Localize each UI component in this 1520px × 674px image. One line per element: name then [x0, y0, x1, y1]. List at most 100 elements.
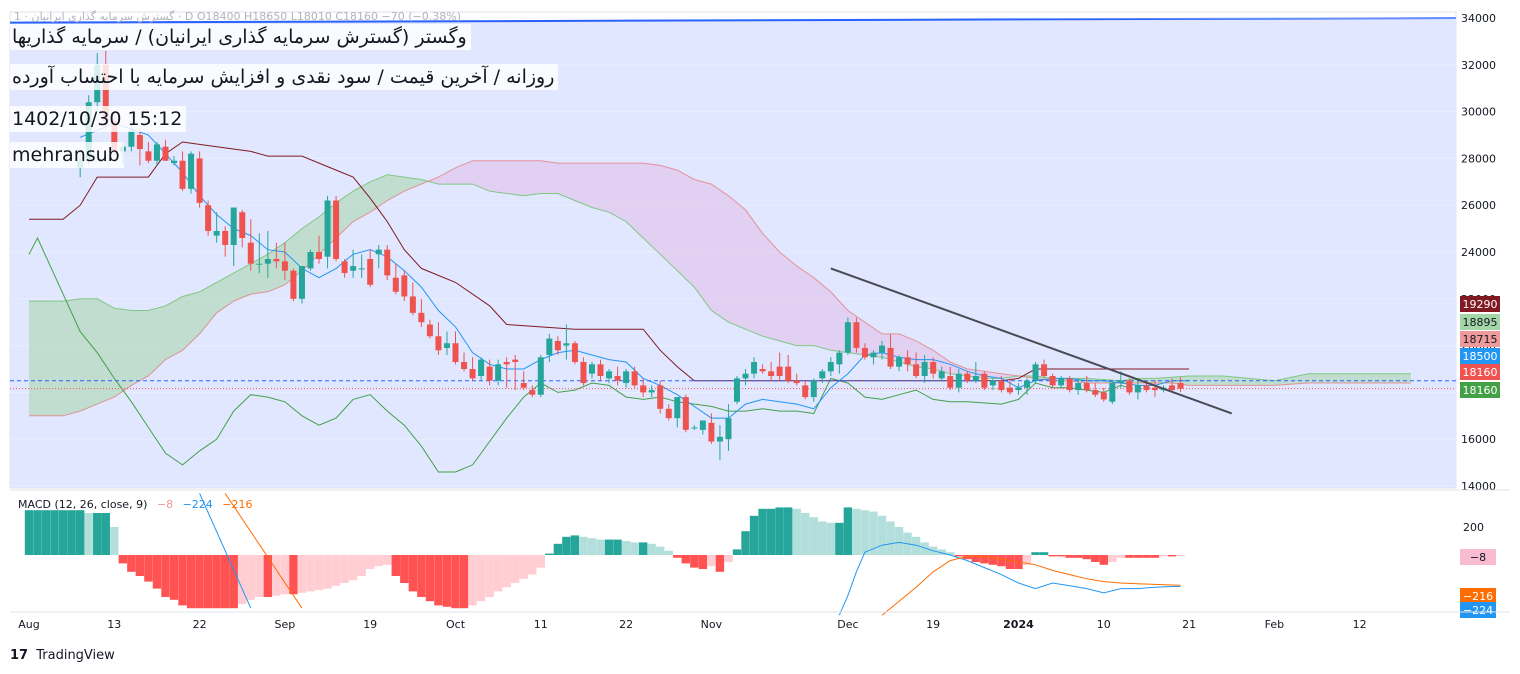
macd-bar	[41, 510, 51, 555]
cloud-segment	[1146, 378, 1155, 384]
cloud-segment	[916, 340, 925, 368]
tradingview-brand: TradingView	[36, 648, 115, 663]
candle	[947, 366, 954, 391]
macd-legend[interactable]: MACD (12, 26, close, 9) −8 −224 −216	[18, 498, 259, 511]
price-tag: 18160	[1460, 382, 1500, 398]
macd-bar	[144, 555, 153, 582]
cloud-segment	[532, 160, 541, 195]
candle	[879, 340, 885, 360]
x-tick-label: Nov	[701, 618, 723, 631]
candle	[836, 350, 843, 374]
candle-body	[1049, 376, 1056, 386]
candle-body	[102, 64, 109, 121]
tradingview-logo-icon: 𝟭𝟳	[10, 648, 29, 663]
cloud-segment	[668, 167, 678, 271]
cloud-segment	[1402, 373, 1411, 384]
macd-bar	[1031, 552, 1040, 555]
candle-body	[153, 144, 160, 161]
candle	[401, 270, 408, 302]
candle-body	[674, 397, 681, 419]
macd-bar	[690, 555, 699, 568]
candle-body	[1066, 378, 1073, 391]
candle-body	[375, 249, 382, 255]
candle	[273, 242, 280, 269]
macd-bar	[536, 555, 545, 568]
macd-bar	[1082, 555, 1091, 560]
macd-tag-bg	[1460, 549, 1496, 565]
candle-body	[273, 259, 280, 262]
candle	[469, 357, 476, 381]
macd-bar	[348, 555, 358, 581]
macd-bar	[545, 553, 554, 555]
cloud-segment	[395, 175, 405, 196]
cloud-segment	[515, 160, 524, 196]
candle	[657, 380, 664, 414]
macd-bar	[84, 513, 93, 555]
candle	[691, 425, 698, 430]
candle	[136, 127, 143, 166]
tradingview-footer[interactable]: 𝟭𝟳 TradingView	[10, 648, 115, 663]
candle	[1134, 380, 1141, 400]
cloud-segment	[1342, 373, 1352, 384]
macd-bar	[1125, 555, 1134, 558]
candle	[1006, 378, 1013, 395]
candle	[153, 142, 160, 166]
macd-bar	[289, 555, 298, 595]
macd-bar	[826, 522, 836, 555]
candle-body	[989, 380, 996, 386]
macd-bar	[323, 555, 332, 589]
macd-bar	[954, 555, 963, 557]
cloud-segment	[566, 163, 575, 201]
candle-body	[230, 207, 237, 245]
candle-body	[384, 249, 391, 276]
candle	[674, 397, 681, 428]
cloud-segment	[574, 163, 584, 205]
macd-line	[838, 541, 1181, 616]
cloud-segment	[677, 170, 686, 279]
cloud-segment	[293, 228, 302, 278]
candle-body	[136, 135, 143, 150]
candle-body	[409, 296, 416, 313]
macd-bar	[229, 555, 238, 609]
cloud-segment	[540, 160, 550, 194]
macd-bar	[715, 555, 725, 572]
macd-bar	[417, 555, 426, 597]
macd-bar	[630, 542, 639, 555]
candle	[546, 333, 553, 362]
candle	[870, 350, 877, 365]
cloud-segment	[1359, 373, 1369, 384]
cloud-segment	[233, 268, 243, 302]
price-tag: 18160	[1460, 364, 1500, 380]
candle	[205, 200, 212, 236]
macd-bar	[212, 555, 221, 609]
macd-bar	[1056, 555, 1066, 557]
candle	[1066, 376, 1073, 393]
candle	[384, 244, 391, 281]
candle-body	[896, 357, 903, 367]
x-tick-label: Dec	[837, 618, 858, 631]
cloud-segment	[1325, 373, 1335, 384]
macd-bar	[920, 542, 929, 555]
cloud-segment	[549, 161, 558, 194]
candle	[1041, 359, 1048, 379]
cloud-segment	[208, 282, 217, 324]
cloud-segment	[250, 259, 260, 295]
cloud-segment	[1248, 378, 1258, 386]
macd-bar	[1167, 555, 1177, 557]
candle-body	[751, 361, 758, 374]
price-tag-text: 19290	[1463, 298, 1498, 311]
candle	[563, 324, 570, 360]
macd-bar	[451, 555, 460, 609]
macd-bar	[195, 555, 204, 609]
macd-bar	[1039, 552, 1049, 555]
candle	[367, 249, 374, 288]
candle-body	[290, 270, 297, 299]
cloud-segment	[37, 301, 47, 416]
candle-body	[699, 420, 706, 430]
macd-bar	[493, 555, 503, 592]
candle-body	[1151, 387, 1158, 391]
candle	[708, 413, 715, 444]
macd-bar	[93, 513, 102, 555]
cloud-segment	[745, 209, 755, 333]
